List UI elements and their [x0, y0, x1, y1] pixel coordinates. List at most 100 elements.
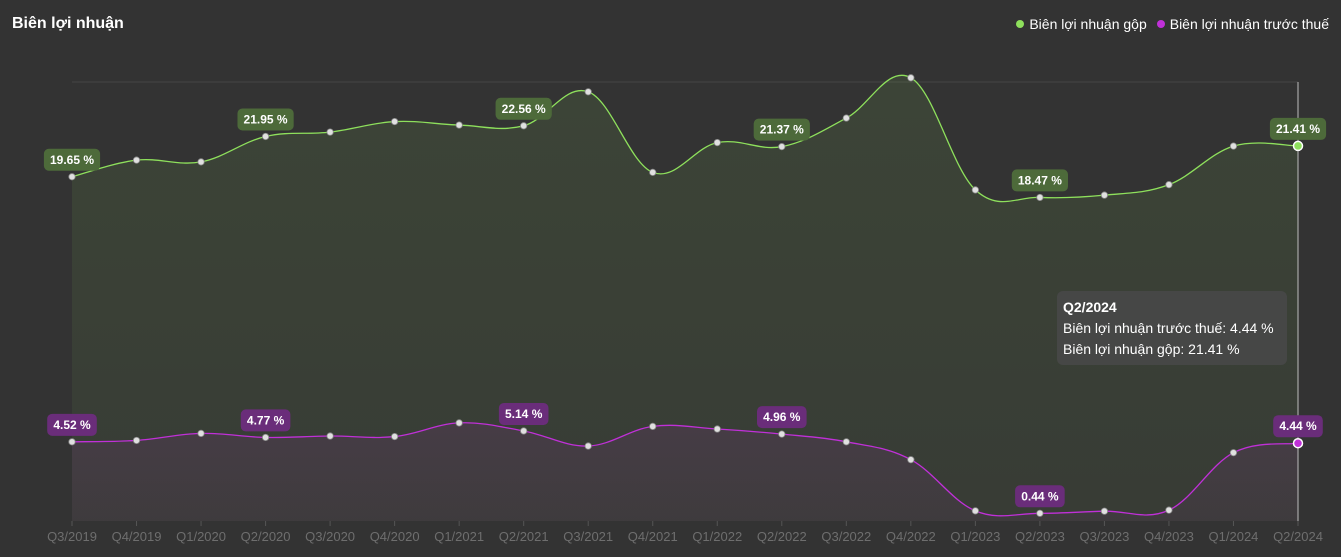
data-point [197, 429, 205, 438]
data-label: 4.52 % [53, 418, 91, 432]
data-label: 0.44 % [1021, 489, 1059, 503]
chart-title: Biên lợi nhuận [12, 15, 124, 32]
data-label-bg [43, 148, 101, 171]
legend-dot-icon [1156, 20, 1165, 28]
data-point [326, 432, 334, 440]
x-tick-label: Q4/2020 [370, 529, 420, 544]
data-label-bg [756, 406, 807, 429]
x-tick-label: Q3/2019 [47, 529, 97, 544]
x-tick-label: Q4/2019 [112, 529, 162, 544]
data-label-bg [1011, 169, 1068, 192]
data-point [907, 456, 915, 464]
data-point [261, 132, 270, 141]
x-tick-label: Q4/2022 [886, 529, 936, 544]
data-label: 4.96 % [763, 410, 801, 424]
x-tick-label: Q1/2022 [692, 529, 742, 544]
data-point [778, 143, 786, 151]
data-label: 21.95 % [244, 112, 288, 126]
series-line-0 [71, 74, 1299, 203]
data-point [842, 438, 850, 446]
data-label: 22.56 % [502, 102, 546, 116]
data-point [197, 158, 205, 166]
data-point [391, 432, 399, 441]
data-point [649, 422, 657, 430]
data-point [326, 128, 334, 136]
series-area-0 [72, 75, 1298, 521]
x-tick-label: Q1/2021 [434, 529, 484, 544]
data-point [584, 88, 592, 96]
data-label: 4.77 % [247, 413, 285, 427]
data-point [1229, 142, 1238, 150]
data-point [1036, 509, 1044, 517]
tooltip-line-gross: Biên lợi nhuận gộp: 21.41 % [1063, 341, 1240, 357]
data-point [455, 121, 463, 129]
data-point [907, 74, 915, 82]
data-point [132, 156, 141, 164]
x-tick-label: Q1/2024 [1209, 529, 1259, 544]
data-point [649, 168, 657, 176]
data-label-bg [495, 97, 552, 120]
data-point [778, 430, 786, 438]
data-label-bg [240, 409, 291, 432]
data-point [584, 442, 592, 450]
data-point [1100, 191, 1109, 199]
data-label: 5.14 % [505, 407, 543, 421]
legend-dot-icon [1016, 20, 1025, 28]
data-point [1165, 506, 1173, 514]
x-tick-label: Q3/2022 [821, 529, 871, 544]
series-area-1 [72, 422, 1298, 521]
data-point [391, 117, 399, 126]
x-tick-label: Q4/2023 [1144, 529, 1194, 544]
x-tick-label: Q2/2023 [1015, 529, 1065, 544]
data-label: 21.37 % [760, 123, 804, 137]
legend-label: Biên lợi nhuận trước thuế [1169, 16, 1329, 32]
data-label: 4.44 % [1279, 419, 1317, 433]
tooltip-title: Q2/2024 [1063, 299, 1117, 315]
data-label: 21.41 % [1276, 122, 1320, 136]
data-point [1165, 181, 1173, 189]
data-point [68, 438, 76, 446]
x-tick-label: Q2/2024 [1273, 529, 1323, 544]
data-point [1292, 437, 1304, 449]
data-point [713, 425, 721, 433]
legend: Biên lợi nhuận gộp Biên lợi nhuận trước … [1016, 16, 1329, 32]
tooltip-line-pretax: Biên lợi nhuận trước thuế: 4.44 % [1063, 320, 1274, 336]
data-label-bg [1269, 117, 1327, 140]
legend-item-gross-margin[interactable]: Biên lợi nhuận gộp [1016, 16, 1147, 32]
x-tick-label: Q1/2023 [950, 529, 1000, 544]
data-point [455, 419, 463, 427]
data-label-bg [753, 118, 810, 141]
chart-tooltip: Q2/2024 Biên lợi nhuận trước thuế: 4.44 … [1057, 291, 1287, 365]
x-tick-label: Q2/2021 [499, 529, 549, 544]
data-point [713, 139, 721, 147]
x-tick-label: Q2/2020 [241, 529, 291, 544]
data-point [68, 173, 76, 181]
x-tick-label: Q2/2022 [757, 529, 807, 544]
data-point [132, 436, 141, 445]
x-tick-label: Q1/2020 [176, 529, 226, 544]
data-label-bg [498, 402, 549, 425]
data-label: 19.65 % [50, 153, 94, 167]
data-label: 18.47 % [1018, 173, 1062, 187]
data-point [1100, 507, 1109, 515]
data-point [1292, 140, 1304, 152]
data-point [842, 114, 850, 122]
data-label-bg [237, 108, 294, 131]
data-point [520, 122, 528, 130]
x-tick-label: Q3/2021 [563, 529, 613, 544]
data-point [520, 427, 528, 435]
data-point [1036, 193, 1044, 202]
data-point [261, 433, 270, 442]
data-point [971, 186, 979, 194]
data-point [1229, 449, 1238, 457]
x-tick-label: Q3/2020 [305, 529, 355, 544]
data-label-bg [1015, 485, 1065, 508]
x-tick-label: Q3/2023 [1079, 529, 1129, 544]
x-tick-label: Q4/2021 [628, 529, 678, 544]
data-label-bg [47, 413, 97, 436]
legend-label: Biên lợi nhuận gộp [1029, 16, 1147, 32]
data-point [971, 507, 979, 515]
data-label-bg [1273, 415, 1323, 438]
legend-item-pretax-margin[interactable]: Biên lợi nhuận trước thuế [1156, 16, 1329, 32]
